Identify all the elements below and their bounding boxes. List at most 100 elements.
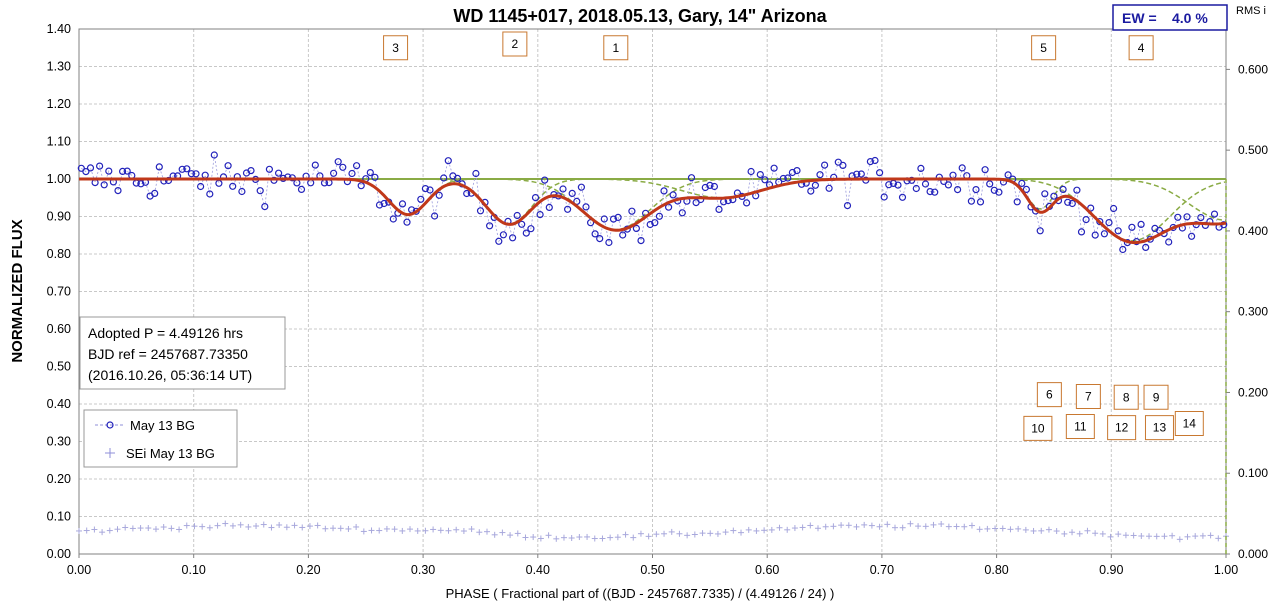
data-point [371,173,379,181]
y-axis-label: NORMALIZED FLUX [9,219,26,362]
rms-point [145,525,152,532]
data-point [953,186,962,194]
rms-point [861,521,868,528]
rms-point [976,526,983,533]
data-point [265,165,273,173]
data-point [1183,213,1191,221]
data-point [508,234,517,242]
data-point [664,203,673,211]
rms-point [1030,527,1037,534]
data-point [197,182,205,191]
y-tick-label: 0.00 [47,547,71,561]
rms-point [830,523,837,530]
data-point [637,237,645,245]
y2-tick-labels: 0.000 0.100 0.200 0.300 0.400 0.500 0.600 [1238,62,1268,561]
x-tick-label: 0.90 [1099,563,1123,577]
rms-point [345,525,352,532]
data-point [1041,190,1049,198]
y2-tick-label: 0.200 [1238,385,1268,399]
rms-point [1022,526,1029,533]
data-point [380,199,388,208]
dip-label-9: 9 [1143,384,1169,410]
rms-point [761,527,768,534]
data-point [898,193,907,201]
rms-point [114,526,121,533]
rms-point [76,527,82,534]
rms-point [753,527,760,534]
data-point [123,167,131,175]
data-point [77,164,85,172]
rms-point [676,530,683,537]
rms-point [276,521,283,528]
rms-point [522,534,529,541]
data-point [297,185,306,193]
dip-label-13: 13 [1144,415,1174,441]
data-point [1059,185,1067,193]
data-point [646,220,654,229]
rms-point [791,525,798,532]
data-point [444,157,452,165]
rms-point [460,528,467,535]
rms-point [199,523,206,530]
data-point [958,164,966,172]
data-point [770,164,778,172]
rms-point [868,522,875,529]
rms-point [1099,530,1106,537]
svg-text:7: 7 [1085,390,1092,404]
rms-point [807,522,814,529]
data-point [632,224,641,232]
data-point [86,164,95,172]
rms-point [160,524,167,531]
component-curve [1042,178,1226,221]
data-point [463,189,471,198]
rms-point [260,521,267,528]
data-point [967,197,976,205]
data-point [513,211,521,220]
x-tick-label: 0.70 [870,563,894,577]
y-tick-label: 1.40 [47,22,71,36]
rms-point [637,530,644,537]
data-point [187,170,195,178]
data-point [247,167,255,175]
dip-label-6: 6 [1036,382,1062,408]
data-point [518,220,526,228]
data-point [440,174,448,182]
data-point [389,215,397,223]
data-point [912,184,920,193]
data-point [1073,186,1081,194]
info-bjd-ref: BJD ref = 2457687.73350 [88,346,248,362]
dip-label-10: 10 [1023,415,1053,441]
data-point [155,163,163,171]
svg-text:5: 5 [1040,41,1047,55]
rms-point [214,522,221,529]
rms-point [306,523,313,530]
data-point [986,180,994,188]
data-point [605,238,613,247]
data-point [210,151,218,159]
x-tick-label: 0.10 [182,563,206,577]
rms-point [815,525,822,532]
data-point [398,200,407,208]
dip-label-4: 4 [1128,35,1154,61]
y2-axis-label: RMS i [1236,5,1266,17]
dip-labels: 3 2 1 5 4 6 7 8 9 10 11 12 13 14 [383,31,1204,441]
svg-text:14: 14 [1183,417,1197,431]
rms-point [668,528,675,535]
rms-point [168,525,175,532]
data-point [311,161,319,169]
data-point [476,207,485,215]
data-point [756,171,764,179]
data-point [486,222,494,230]
data-point [853,170,861,178]
y2-tick-label: 0.300 [1238,305,1268,319]
data-point [568,189,576,197]
rms-point [1146,533,1153,540]
rms-point [83,527,90,534]
data-point [600,215,608,223]
rms-point [237,521,244,528]
rms-point [245,523,252,530]
rms-point [530,534,537,541]
rms-point [1015,525,1022,532]
chart-title: WD 1145+017, 2018.05.13, Gary, 14" Arizo… [453,6,827,26]
